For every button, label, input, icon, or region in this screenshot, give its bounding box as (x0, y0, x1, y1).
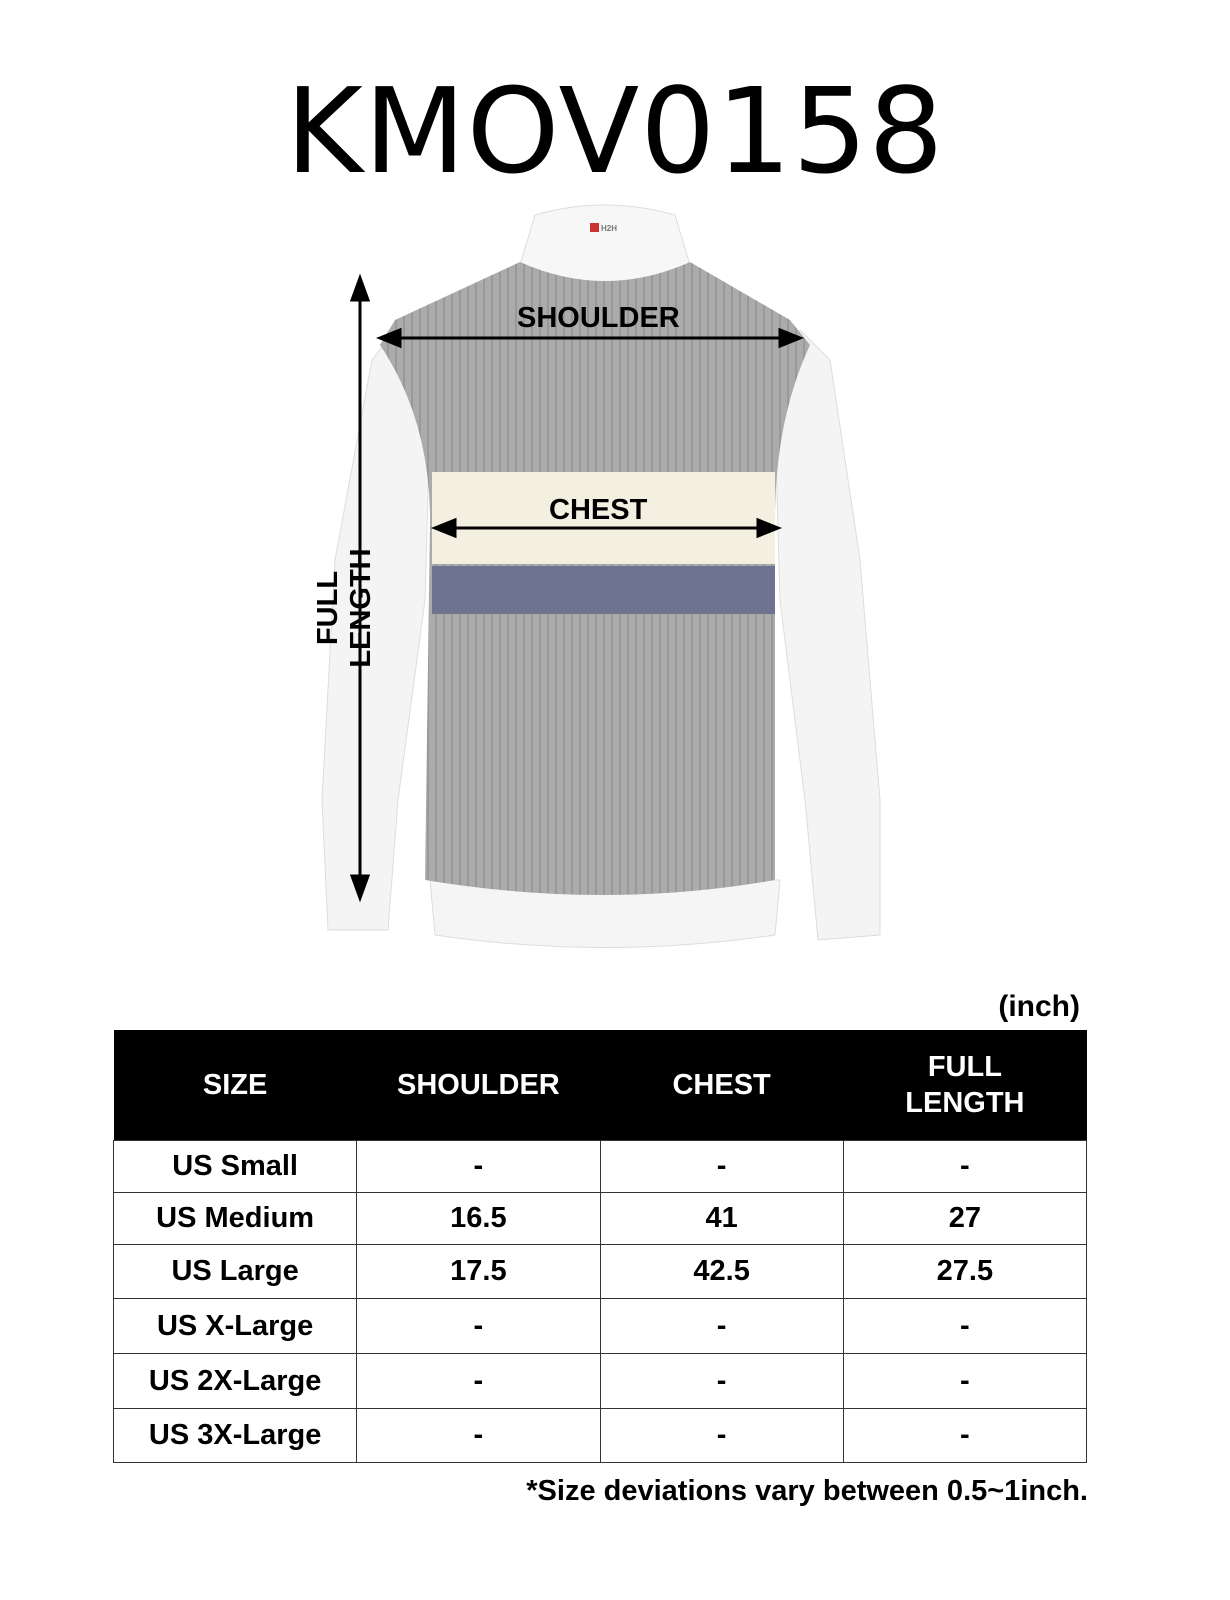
brand-tag: H2H (601, 224, 617, 233)
shoulder-cell: - (356, 1353, 601, 1409)
size-cell: US Small (112, 1140, 358, 1193)
chest-cell: - (599, 1140, 844, 1193)
chest-cell: 42.5 (599, 1244, 844, 1299)
unit-label: (inch) (998, 990, 1080, 1023)
header-chest: CHEST (600, 1030, 844, 1141)
size-deviation-note: *Size deviations vary between 0.5~1inch. (526, 1475, 1088, 1507)
table-row: US Large 17.5 42.5 27.5 (112, 1244, 1088, 1299)
size-cell: US 3X-Large (112, 1408, 358, 1463)
header-size: SIZE (113, 1030, 357, 1141)
size-cell: US 2X-Large (112, 1353, 358, 1409)
shirt-left-sleeve (321, 328, 431, 931)
garment-illustration: H2H (321, 204, 881, 948)
chest-cell: 41 (599, 1192, 844, 1245)
shoulder-cell: 17.5 (356, 1244, 601, 1299)
shoulder-cell: - (356, 1298, 601, 1354)
chest-label: CHEST (549, 494, 648, 526)
table-header-row: SIZE SHOULDER CHEST FULL LENGTH (113, 1030, 1087, 1141)
stripe-navy (432, 566, 775, 614)
size-cell: US Medium (112, 1192, 358, 1245)
full-length-cell: - (842, 1298, 1088, 1354)
full-length-cell: 27 (842, 1192, 1088, 1245)
shoulder-cell: - (356, 1140, 601, 1193)
full-length-cell: - (842, 1353, 1088, 1409)
size-cell: US Large (112, 1244, 358, 1299)
table-row: US X-Large - - - (112, 1298, 1088, 1354)
full-length-cell: - (842, 1140, 1088, 1193)
chest-cell: - (599, 1353, 844, 1409)
full-length-cell: 27.5 (842, 1244, 1088, 1299)
stripe-cream (432, 472, 775, 564)
header-full-length: FULL LENGTH (843, 1030, 1087, 1141)
shoulder-cell: - (356, 1408, 601, 1463)
table-row: US 3X-Large - - - (112, 1408, 1088, 1463)
shirt-right-sleeve (774, 329, 881, 941)
size-cell: US X-Large (112, 1298, 358, 1354)
shoulder-label: SHOULDER (517, 302, 680, 334)
table-row: US Small - - - (112, 1140, 1088, 1193)
chest-cell: - (599, 1408, 844, 1463)
table-row: US Medium 16.5 41 27 (112, 1192, 1088, 1245)
shoulder-cell: 16.5 (356, 1192, 601, 1245)
table-row: US 2X-Large - - - (112, 1353, 1088, 1409)
chest-cell: - (599, 1298, 844, 1354)
product-code-title: KMOV0158 (285, 62, 945, 200)
header-shoulder: SHOULDER (356, 1030, 600, 1141)
full-length-label: FULL LENGTH (312, 548, 377, 668)
full-length-cell: - (842, 1408, 1088, 1463)
size-table: SIZE SHOULDER CHEST FULL LENGTH US Small… (112, 1030, 1088, 1463)
measure-arrows (349, 273, 805, 903)
brand-tag-icon (590, 223, 599, 232)
shirt-hem (429, 879, 781, 948)
